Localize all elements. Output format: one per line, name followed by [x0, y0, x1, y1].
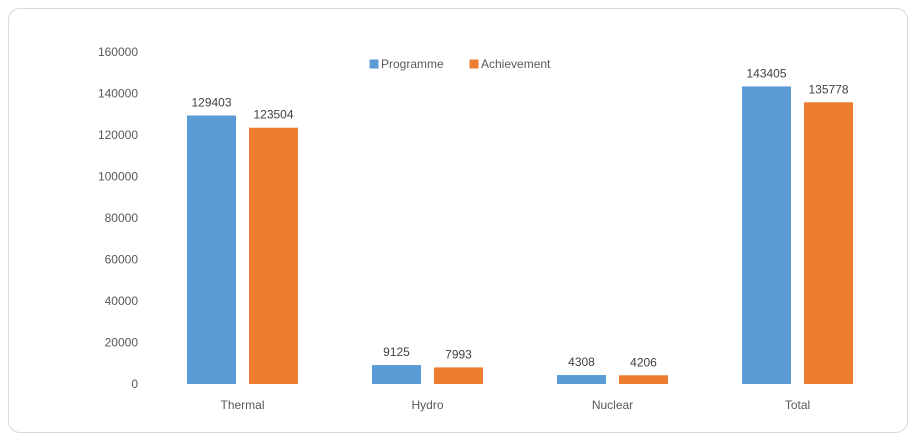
y-tick-label: 20000	[105, 336, 139, 350]
bars	[187, 86, 853, 385]
data-label: 4308	[568, 355, 595, 369]
data-label: 143405	[746, 66, 786, 80]
bar-programme-thermal	[187, 115, 236, 385]
data-labels: 129403 123504 9125 7993 4308 4206 143405 135778	[191, 66, 848, 369]
y-tick-label: 160000	[98, 45, 138, 59]
y-tick-label: 120000	[98, 128, 138, 142]
bar-programme-hydro	[372, 365, 421, 384]
y-tick-label: 60000	[105, 253, 139, 267]
legend: Programme Achievement	[369, 57, 551, 71]
bar-achievement-nuclear	[619, 375, 668, 384]
data-label: 9125	[383, 345, 410, 359]
data-label: 4206	[630, 355, 657, 369]
legend-swatch-achievement	[469, 59, 479, 69]
y-axis: 0 20000 40000 60000 80000 100000 120000 140000 1…	[98, 45, 138, 391]
x-tick-label: Total	[785, 398, 810, 412]
data-label: 135778	[808, 82, 848, 96]
data-label: 7993	[445, 347, 472, 361]
data-label: 123504	[253, 108, 293, 122]
x-axis: Thermal Hydro Nuclear Total	[220, 398, 810, 412]
y-tick-label: 140000	[98, 87, 138, 101]
x-tick-label: Hydro	[411, 398, 443, 412]
legend-swatch-programme	[369, 59, 379, 69]
bar-programme-total	[742, 86, 791, 384]
bar-achievement-thermal	[249, 127, 298, 385]
y-tick-label: 100000	[98, 170, 138, 184]
y-tick-label: 0	[131, 377, 138, 391]
data-label: 129403	[191, 95, 231, 109]
legend-label-achievement: Achievement	[481, 57, 551, 71]
bar-programme-nuclear	[557, 375, 606, 384]
y-tick-label: 80000	[105, 211, 139, 225]
bar-achievement-hydro	[434, 367, 483, 384]
x-tick-label: Thermal	[220, 398, 264, 412]
bar-achievement-total	[804, 102, 853, 384]
y-tick-label: 40000	[105, 294, 139, 308]
x-tick-label: Nuclear	[592, 398, 633, 412]
legend-label-programme: Programme	[381, 57, 444, 71]
